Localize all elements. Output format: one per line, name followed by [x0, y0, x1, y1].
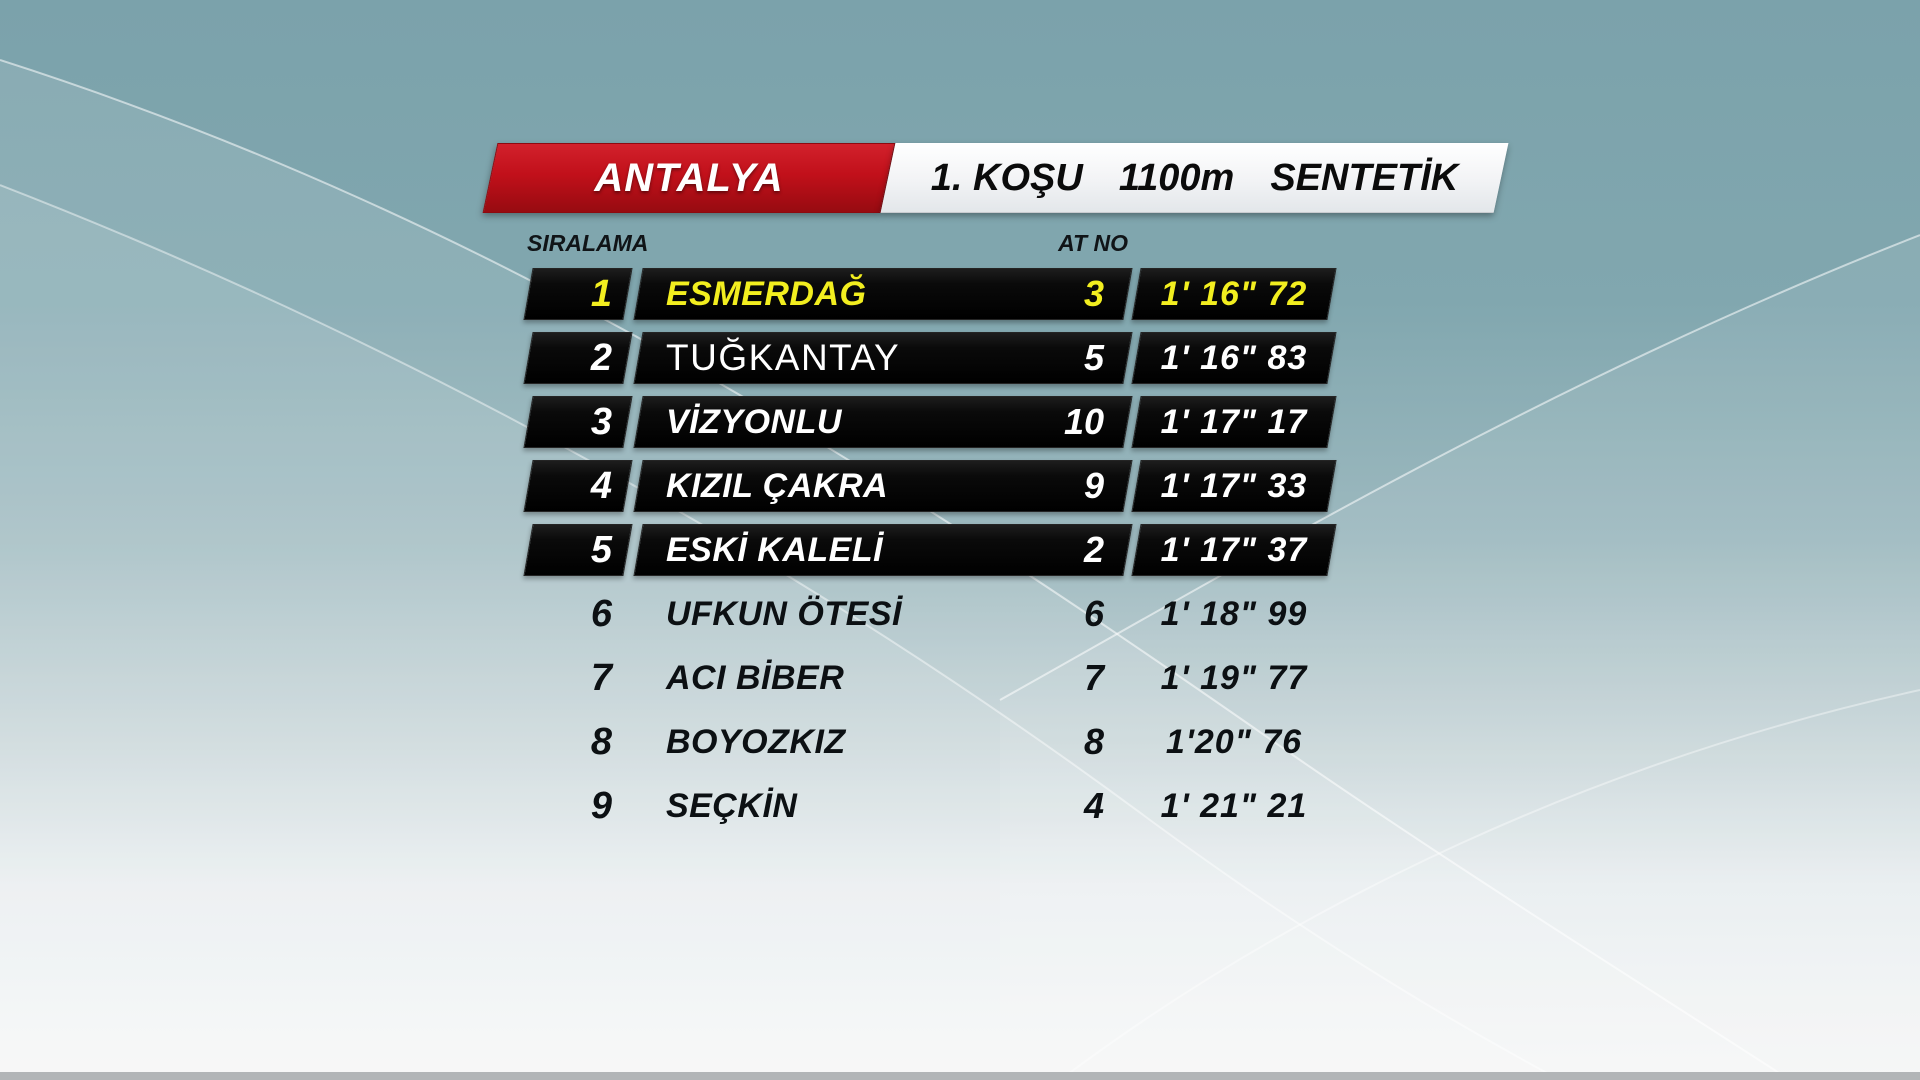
- horse-name: ESKİ KALELİ: [666, 530, 884, 569]
- horse-cell: ESMERDAĞ 3: [638, 268, 1128, 320]
- horse-name: UFKUN ÖTESİ: [666, 594, 902, 633]
- horse-name: BOYOZKIZ: [666, 722, 846, 761]
- race-number: 1. KOŞU: [930, 156, 1083, 199]
- rank-cell: 2: [528, 332, 628, 384]
- horse-name: ESMERDAĞ: [666, 274, 867, 313]
- time-cell: 1'20" 76: [1136, 716, 1332, 768]
- time-cell: 1' 17" 17: [1136, 396, 1332, 448]
- rank-number: 4: [590, 464, 612, 507]
- horse-cell: SEÇKİN 4: [638, 780, 1128, 832]
- result-row: 5 ESKİ KALELİ 2 1' 17" 37: [0, 524, 1920, 576]
- track-name-badge: ANTALYA: [490, 143, 888, 213]
- race-header: ANTALYA 1. KOŞU 1100m SENTETİK: [490, 143, 1501, 213]
- result-row: 2 TUĞKANTAY 5 1' 16" 83: [0, 332, 1920, 384]
- time-cell: 1' 21" 21: [1136, 780, 1332, 832]
- finish-time: 1' 16" 72: [1160, 274, 1308, 313]
- time-cell: 1' 19" 77: [1136, 652, 1332, 704]
- rank-number: 9: [590, 784, 612, 827]
- horse-number: 4: [1083, 785, 1104, 826]
- rank-cell: 9: [528, 780, 628, 832]
- horse-name: ACI BİBER: [666, 658, 845, 697]
- horse-cell: BOYOZKIZ 8: [638, 716, 1128, 768]
- finish-time: 1' 17" 33: [1160, 466, 1308, 505]
- track-name: ANTALYA: [594, 155, 784, 200]
- horse-name: VİZYONLU: [666, 402, 842, 441]
- rank-number: 8: [590, 720, 612, 763]
- horse-number: 7: [1083, 657, 1104, 698]
- finish-time: 1' 18" 99: [1160, 594, 1308, 633]
- result-row: 3 VİZYONLU 10 1' 17" 17: [0, 396, 1920, 448]
- horse-cell: UFKUN ÖTESİ 6: [638, 588, 1128, 640]
- time-cell: 1' 17" 37: [1136, 524, 1332, 576]
- results-list: 1 ESMERDAĞ 3 1' 16" 72 2 TUĞKANTAY 5 1' …: [0, 268, 1920, 844]
- horse-number: 9: [1083, 465, 1104, 506]
- finish-time: 1' 17" 17: [1160, 402, 1308, 441]
- rank-cell: 4: [528, 460, 628, 512]
- horse-number: 10: [1063, 401, 1104, 442]
- race-surface: SENTETİK: [1270, 156, 1459, 199]
- finish-time: 1' 16" 83: [1160, 338, 1308, 377]
- race-info-strip: 1. KOŞU 1100m SENTETİK: [888, 143, 1501, 213]
- finish-time: 1' 19" 77: [1160, 658, 1308, 697]
- rank-number: 6: [590, 592, 612, 635]
- rank-number: 7: [590, 656, 612, 699]
- result-row: 8 BOYOZKIZ 8 1'20" 76: [0, 716, 1920, 768]
- rank-number: 3: [590, 400, 612, 443]
- rank-number: 5: [590, 528, 612, 571]
- horse-cell: KIZIL ÇAKRA 9: [638, 460, 1128, 512]
- horse-number: 5: [1083, 337, 1104, 378]
- horse-cell: ESKİ KALELİ 2: [638, 524, 1128, 576]
- column-label-siralama: SIRALAMA: [527, 230, 649, 256]
- rank-cell: 6: [528, 588, 628, 640]
- bottom-edge-bar: [0, 1072, 1920, 1080]
- finish-time: 1' 21" 21: [1160, 786, 1308, 825]
- finish-time: 1' 17" 37: [1160, 530, 1308, 569]
- horse-name: TUĞKANTAY: [666, 337, 901, 378]
- rank-cell: 3: [528, 396, 628, 448]
- finish-time: 1'20" 76: [1165, 722, 1303, 761]
- horse-name: KIZIL ÇAKRA: [666, 466, 889, 505]
- horse-cell: VİZYONLU 10: [638, 396, 1128, 448]
- time-cell: 1' 18" 99: [1136, 588, 1332, 640]
- result-row: 7 ACI BİBER 7 1' 19" 77: [0, 652, 1920, 704]
- rank-cell: 1: [528, 268, 628, 320]
- rank-cell: 8: [528, 716, 628, 768]
- rank-number: 2: [590, 336, 612, 379]
- horse-number: 6: [1083, 593, 1104, 634]
- rank-number: 1: [590, 272, 612, 315]
- result-row: 1 ESMERDAĞ 3 1' 16" 72: [0, 268, 1920, 320]
- horse-number: 3: [1083, 273, 1104, 314]
- column-label-atno: AT NO: [1058, 230, 1128, 256]
- result-row: 9 SEÇKİN 4 1' 21" 21: [0, 780, 1920, 832]
- horse-number: 2: [1083, 529, 1104, 570]
- rank-cell: 5: [528, 524, 628, 576]
- horse-name: SEÇKİN: [666, 786, 798, 825]
- rank-cell: 7: [528, 652, 628, 704]
- horse-number: 8: [1083, 721, 1104, 762]
- result-row: 4 KIZIL ÇAKRA 9 1' 17" 33: [0, 460, 1920, 512]
- race-distance: 1100m: [1118, 156, 1235, 199]
- time-cell: 1' 16" 83: [1136, 332, 1332, 384]
- time-cell: 1' 17" 33: [1136, 460, 1332, 512]
- time-cell: 1' 16" 72: [1136, 268, 1332, 320]
- horse-cell: TUĞKANTAY 5: [638, 332, 1128, 384]
- horse-cell: ACI BİBER 7: [638, 652, 1128, 704]
- result-row: 6 UFKUN ÖTESİ 6 1' 18" 99: [0, 588, 1920, 640]
